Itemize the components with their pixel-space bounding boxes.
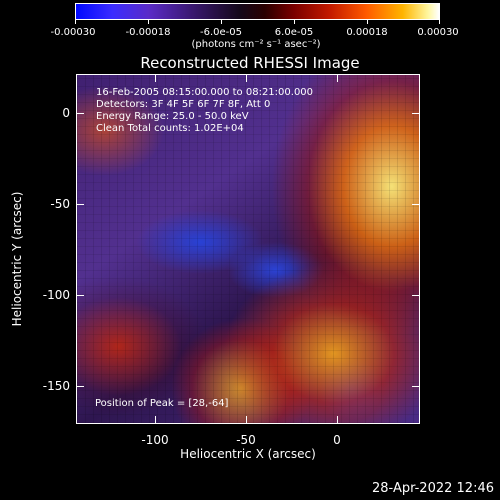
colorbar-units: (photons cm⁻² s⁻¹ asec⁻²) xyxy=(191,39,321,50)
x-tick-label: -100 xyxy=(141,433,169,447)
x-axis-title: Heliocentric X (arcsec) xyxy=(180,447,316,461)
y-tick-mark xyxy=(76,113,84,114)
x-tick-label: -50 xyxy=(236,433,256,447)
image-title: Reconstructed RHESSI Image xyxy=(140,54,360,72)
y-tick-mark xyxy=(76,295,84,296)
rhessi-image xyxy=(76,74,420,424)
x-tick-mark xyxy=(246,416,247,424)
clean-counts-text: Clean Total counts: 1.02E+04 xyxy=(96,123,244,134)
y-tick-label: -100 xyxy=(42,288,70,302)
x-tick-mark xyxy=(337,74,338,82)
x-tick-mark xyxy=(246,74,247,82)
energy-range-text: Energy Range: 25.0 - 50.0 keV xyxy=(96,111,249,122)
y-tick-mark xyxy=(412,295,420,296)
colorbar-tick xyxy=(367,20,368,24)
colorbar-tick xyxy=(75,20,76,24)
y-tick-label: -150 xyxy=(42,379,70,393)
colorbar xyxy=(75,3,440,20)
peak-position-text: Position of Peak = [28,-64] xyxy=(95,398,229,409)
x-tick-mark xyxy=(155,416,156,424)
y-tick-label: -50 xyxy=(50,197,70,211)
y-tick-mark xyxy=(76,386,84,387)
detectors-text: Detectors: 3F 4F 5F 6F 7F 8F, Att 0 xyxy=(96,99,271,110)
colorbar-label: -6.0e-05 xyxy=(200,27,242,38)
colorbar-tick xyxy=(294,20,295,24)
colorbar-label: 0.00030 xyxy=(417,27,459,38)
colorbar-label: -0.00018 xyxy=(125,27,171,38)
y-tick-mark xyxy=(412,113,420,114)
colorbar-label: -0.00030 xyxy=(50,27,96,38)
colorbar-tick xyxy=(221,20,222,24)
x-tick-mark xyxy=(155,74,156,82)
y-tick-label: 0 xyxy=(62,106,70,120)
colorbar-tick xyxy=(439,20,440,24)
x-tick-mark xyxy=(337,416,338,424)
colorbar-label: 6.0e-05 xyxy=(274,27,314,38)
time-range-text: 16-Feb-2005 08:15:00.000 to 08:21:00.000 xyxy=(96,87,314,98)
timestamp: 28-Apr-2022 12:46 xyxy=(372,481,494,496)
y-tick-mark xyxy=(76,204,84,205)
y-tick-mark xyxy=(412,386,420,387)
y-tick-mark xyxy=(412,204,420,205)
colorbar-label: 0.00018 xyxy=(346,27,388,38)
y-axis-title: Heliocentric Y (arcsec) xyxy=(10,191,24,327)
colorbar-tick xyxy=(148,20,149,24)
x-tick-label: 0 xyxy=(333,433,341,447)
